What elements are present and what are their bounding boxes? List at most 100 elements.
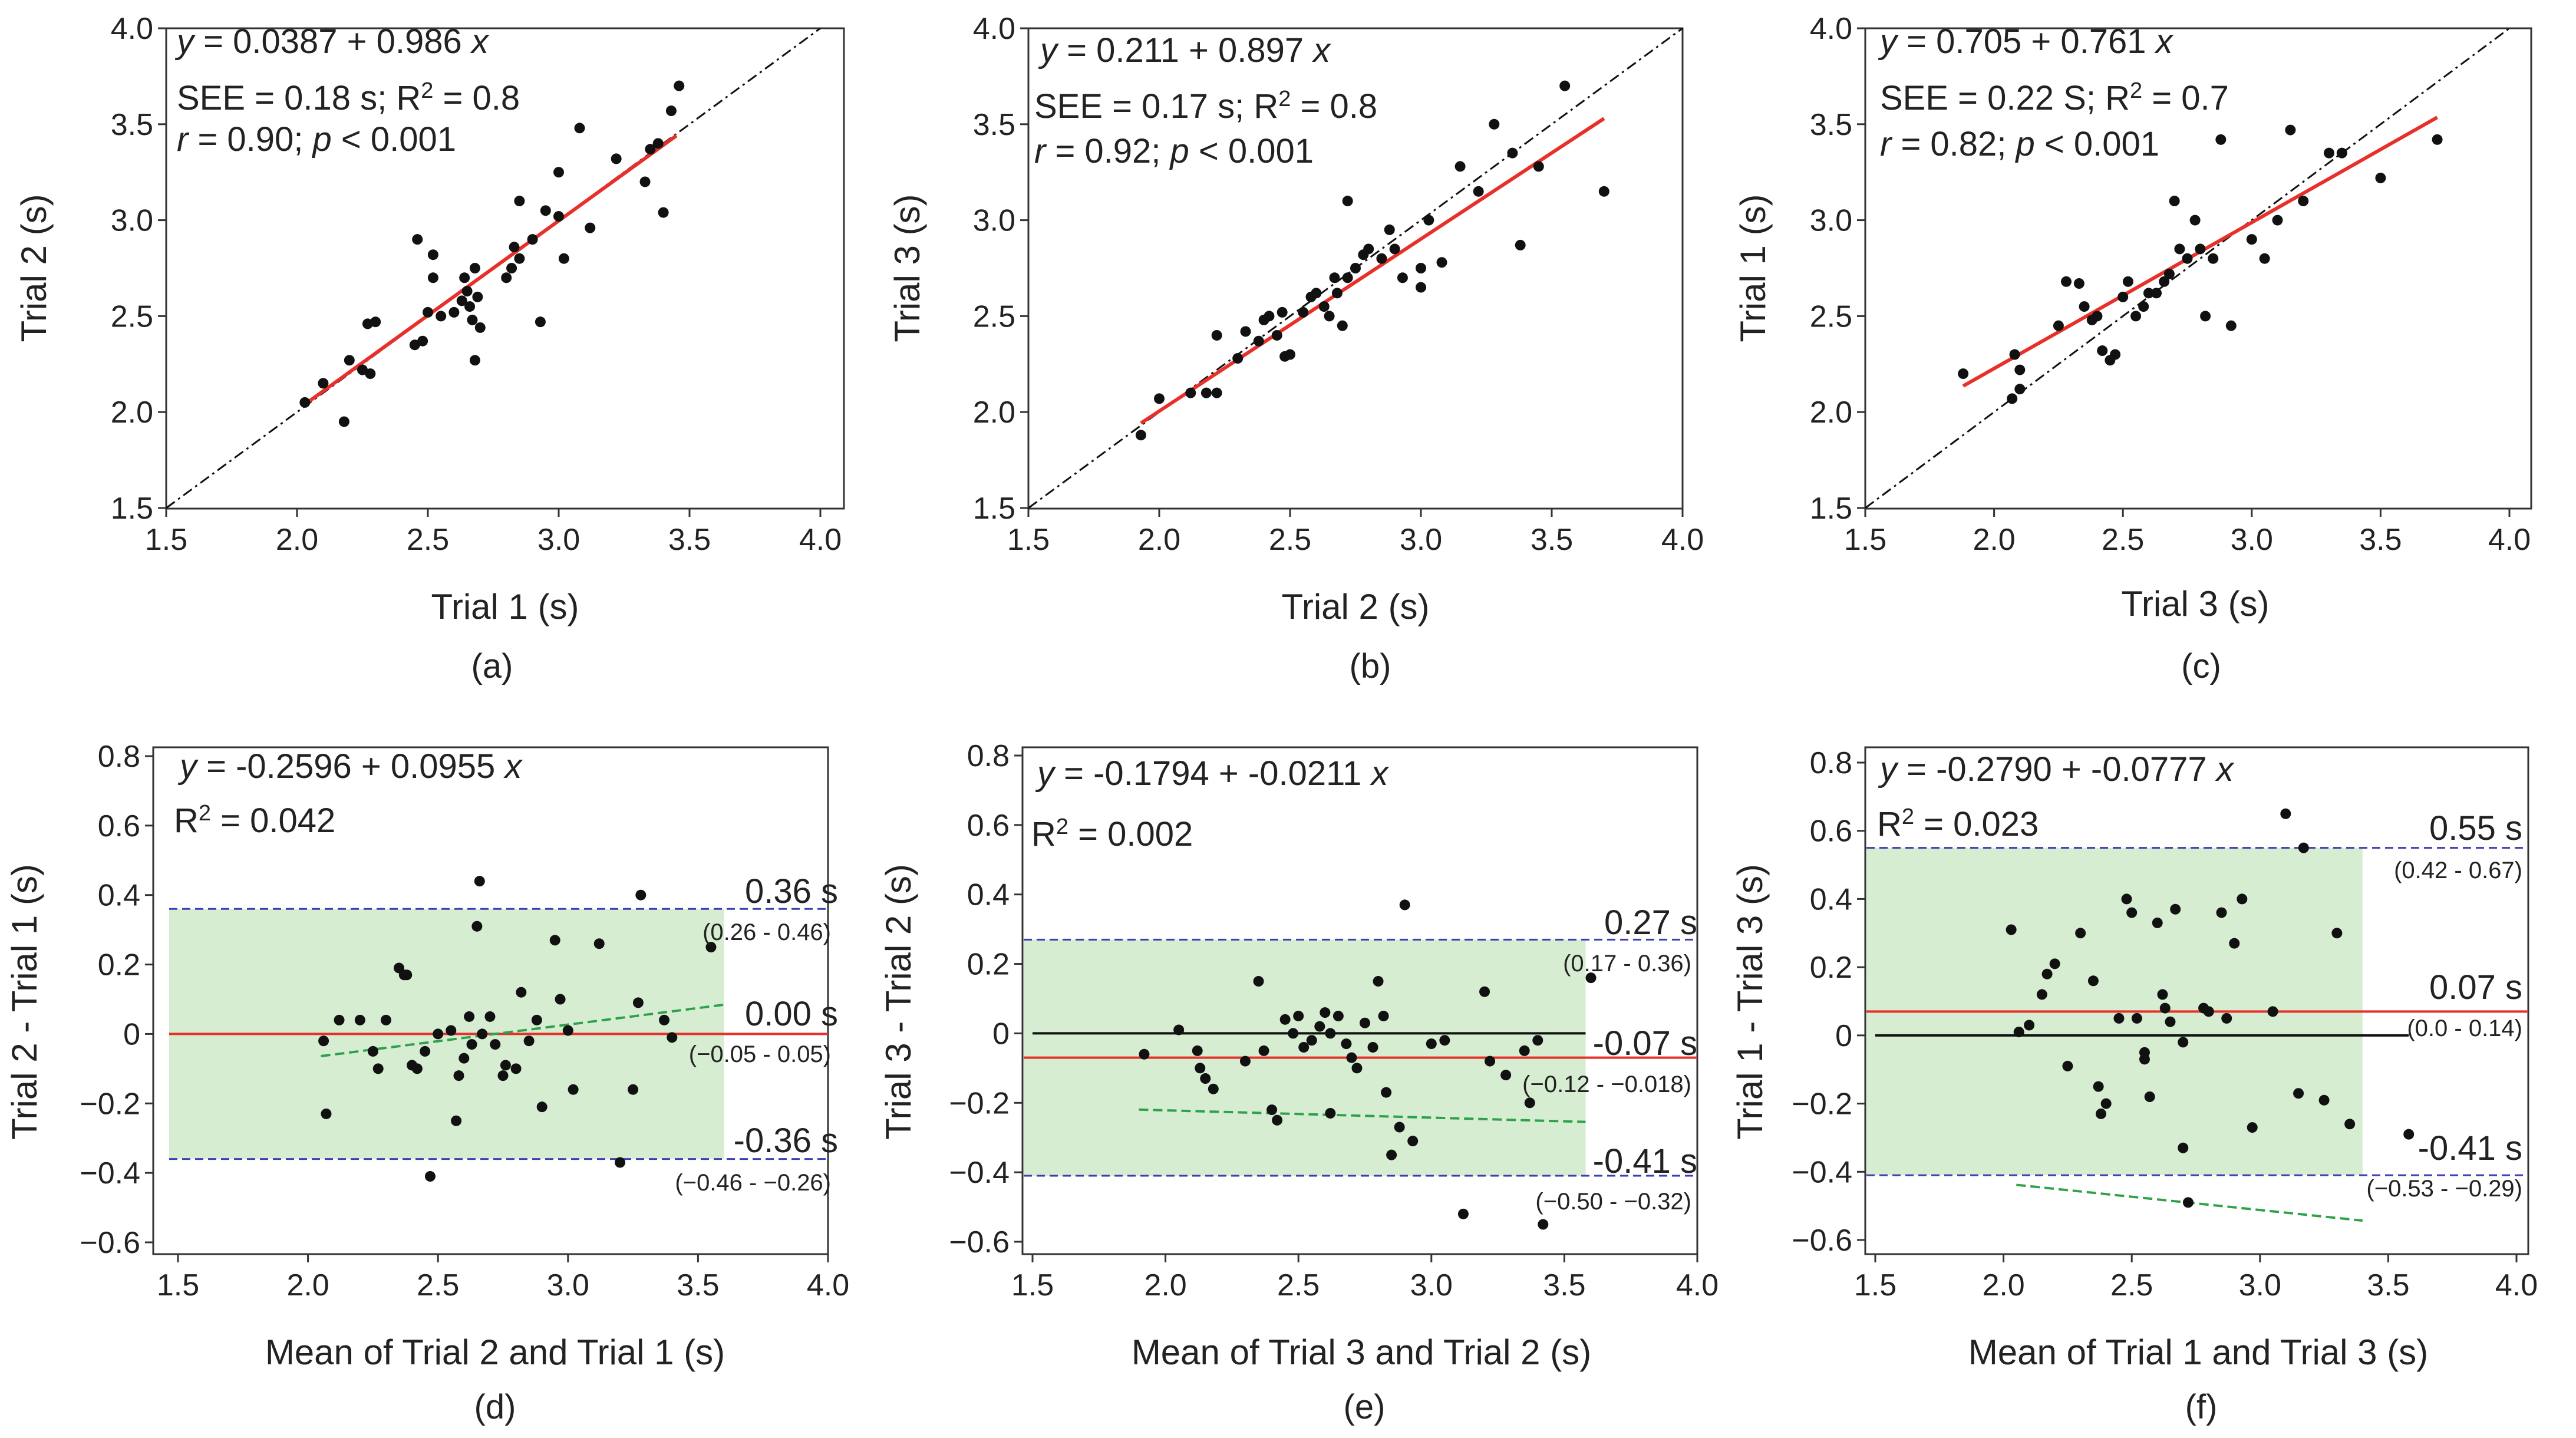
data-point	[484, 1011, 496, 1022]
y-tick-label: −0.2	[949, 1086, 1010, 1120]
plot-frame	[165, 27, 845, 510]
lower-loa-label: -0.41 s	[2418, 1129, 2522, 1167]
y-tick-label: 0.6	[1810, 814, 1852, 849]
x-axis-label: Mean of Trial 1 and Trial 3 (s)	[1968, 1333, 2428, 1372]
data-point	[370, 316, 381, 328]
data-point	[1258, 1045, 1269, 1056]
panel-caption: (b)	[1350, 647, 1391, 685]
data-point	[2100, 1098, 2112, 1109]
data-point	[1311, 288, 1322, 299]
data-point	[1279, 1014, 1291, 1025]
regression-line	[304, 134, 678, 406]
r2-label: R2 = 0.002	[1031, 814, 1193, 853]
data-point	[1381, 1087, 1392, 1098]
x-tick-label: 2.0	[1973, 523, 2015, 557]
y-tick-label: 2.0	[973, 395, 1015, 430]
data-point	[1384, 224, 1395, 235]
x-tick-label: 2.5	[2110, 1268, 2153, 1302]
data-point	[2216, 907, 2227, 918]
data-point	[1479, 986, 1490, 997]
data-point	[2298, 196, 2309, 207]
panel-c: 1.5 2.0 2.5 3.0 3.5 4.0 1.5 2.0 2.5 3.0 3.5 4.0 y =…	[1733, 12, 2532, 685]
data-point	[2174, 243, 2185, 255]
axes-layer: 1.5 2.0 2.5 3.0 3.5 4.0 1.5 2.0 2.5 3.0 3.5 4.0	[1810, 12, 2531, 557]
data-point	[553, 211, 564, 222]
data-point	[1293, 1010, 1304, 1021]
data-point	[2061, 276, 2072, 287]
panel-d: 1.5 2.0 2.5 3.0 3.5 4.0 −0.6 −0.4 −0.2 0 0.2 0.4 0.6…	[5, 740, 849, 1426]
y-tick-label: 0.8	[98, 740, 140, 774]
data-point	[2336, 147, 2347, 159]
data-point	[2375, 172, 2386, 183]
y-tick-label: −0.2	[1792, 1087, 1852, 1122]
data-layer	[1865, 27, 2510, 509]
data-point	[2285, 124, 2296, 136]
data-point	[1500, 1070, 1512, 1081]
equation: y = 0.705 + 0.761 x	[1878, 22, 2174, 61]
data-point	[2182, 253, 2193, 264]
data-point	[1173, 1024, 1185, 1035]
x-tick-label: 4.0	[2488, 523, 2531, 557]
data-point	[1266, 1104, 1278, 1116]
plot-frame	[1864, 27, 2532, 510]
data-point	[2169, 196, 2180, 207]
upper-loa-label: 0.36 s	[745, 872, 838, 911]
data-point	[1288, 1028, 1299, 1039]
data-point	[1416, 282, 1426, 293]
y-tick-label: 0	[123, 1017, 140, 1051]
data-point	[2151, 288, 2162, 299]
data-point	[469, 263, 480, 273]
y-tick-label: 2.5	[1810, 299, 1852, 334]
data-point	[1346, 1052, 1357, 1063]
axes-layer: 1.5 2.0 2.5 3.0 3.5 4.0 −0.6 −0.4 −0.2 0 0.2 0.4 0.6…	[1792, 746, 2538, 1302]
data-point	[2215, 134, 2227, 145]
data-point	[1277, 306, 1288, 318]
mean-ci: (−0.05 - 0.05)	[689, 1041, 831, 1067]
data-point	[659, 1014, 670, 1025]
data-point	[639, 176, 651, 187]
data-point	[2237, 893, 2248, 905]
upper-loa-ci: (0.26 - 0.46)	[702, 919, 831, 945]
data-point	[2144, 1091, 2155, 1102]
data-point	[365, 368, 376, 380]
x-tick-label: 1.5	[1854, 1268, 1896, 1302]
data-point	[2200, 311, 2211, 322]
data-point	[1298, 1042, 1310, 1053]
data-point	[2165, 1016, 2176, 1027]
data-point	[632, 997, 644, 1008]
data-point	[500, 1060, 511, 1071]
y-tick-label: 4.0	[973, 12, 1015, 46]
data-point	[615, 1157, 626, 1168]
data-point	[2121, 893, 2132, 905]
data-point	[2331, 928, 2343, 939]
data-point	[1360, 1017, 1370, 1028]
x-tick-label: 1.5	[145, 523, 187, 557]
x-tick-label: 3.5	[1543, 1268, 1585, 1302]
data-point	[417, 335, 428, 347]
x-tick-label: 4.0	[2495, 1268, 2538, 1302]
data-point	[2117, 291, 2129, 302]
data-point	[2006, 924, 2017, 935]
data-point	[1337, 320, 1348, 331]
lower-loa-ci: (−0.53 - −0.29)	[2366, 1176, 2522, 1202]
data-point	[1399, 899, 1410, 911]
mean-ci: (−0.12 - −0.018)	[1522, 1071, 1691, 1097]
data-point	[1598, 186, 1609, 197]
data-layer	[1866, 808, 2528, 1222]
data-point	[471, 921, 483, 932]
x-tick-label: 3.0	[2239, 1268, 2281, 1302]
data-point	[2170, 903, 2181, 915]
axes-layer: 1.5 2.0 2.5 3.0 3.5 4.0 −0.6 −0.4 −0.2 0 0.2 0.4 0.6…	[949, 739, 1719, 1302]
x-tick-label: 3.0	[1410, 1268, 1453, 1302]
y-tick-label: 3.0	[973, 204, 1015, 238]
data-point	[1485, 1056, 1496, 1067]
data-point	[645, 144, 656, 155]
data-point	[2203, 1006, 2214, 1017]
data-point	[1342, 272, 1353, 283]
data-point	[514, 196, 525, 207]
data-point	[2246, 234, 2257, 245]
data-point	[1200, 1073, 1211, 1084]
data-point	[338, 416, 349, 427]
data-point	[1195, 1063, 1206, 1074]
